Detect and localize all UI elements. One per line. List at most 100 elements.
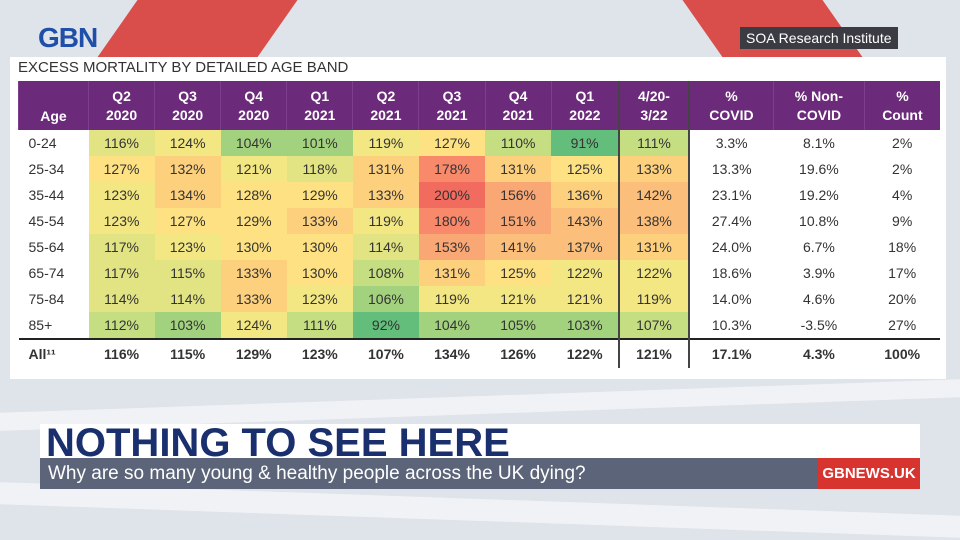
header-line: 2020: [105, 106, 138, 123]
excess-mortality-cell: 110%: [485, 130, 552, 156]
excess-mortality-cell: 107%: [619, 312, 690, 339]
header-line: Q4: [244, 87, 264, 104]
header-line: % Non-: [794, 87, 844, 104]
header-line: 4/20-: [638, 87, 670, 104]
excess-mortality-cell: 130%: [220, 234, 287, 260]
excess-mortality-cell: 141%: [485, 234, 552, 260]
excess-mortality-cell: 123%: [286, 338, 353, 368]
gbnews-logo: GBN: [38, 22, 98, 54]
header-line: Q2: [112, 87, 131, 104]
excess-mortality-cell: 111%: [619, 130, 690, 156]
table-title: EXCESS MORTALITY BY DETAILED AGE BAND: [18, 59, 349, 76]
column-header: 4/20- 3/22: [618, 81, 690, 130]
source-label: SOA Research Institute: [740, 27, 898, 49]
age-band-cell: 75-84: [28, 291, 65, 307]
percentage-cell: 17.1%: [688, 338, 774, 368]
excess-mortality-cell: 114%: [352, 234, 419, 260]
column-header: Q1 2022: [550, 81, 621, 130]
excess-mortality-cell: 108%: [352, 260, 419, 286]
excess-mortality-cell: 129%: [286, 182, 353, 208]
excess-mortality-cell: 129%: [220, 208, 287, 234]
excess-mortality-cell: 131%: [418, 260, 486, 286]
excess-mortality-cell: 128%: [220, 182, 287, 208]
excess-mortality-cell: 114%: [88, 286, 155, 312]
age-band-cell: 65-74: [28, 265, 65, 281]
age-band-cell: 25-34: [28, 161, 65, 177]
excess-mortality-cell: 133%: [220, 260, 287, 286]
header-line: 3/22: [640, 106, 668, 123]
excess-mortality-cell: 107%: [352, 338, 419, 368]
excess-mortality-cell: 121%: [551, 286, 621, 312]
excess-mortality-cell: 111%: [286, 312, 353, 339]
header-line: 2021: [436, 106, 468, 123]
excess-mortality-cell: 91%: [551, 130, 621, 156]
excess-mortality-cell: 127%: [154, 208, 221, 234]
percentage-cell: 9%: [892, 213, 913, 229]
excess-mortality-cell: 106%: [352, 286, 419, 312]
excess-mortality-cell: 133%: [619, 156, 690, 182]
percentage-cell: 2%: [892, 161, 913, 177]
excess-mortality-cell: 153%: [418, 234, 486, 260]
excess-mortality-cell: 138%: [619, 208, 690, 234]
excess-mortality-cell: 121%: [220, 156, 287, 182]
excess-mortality-cell: 137%: [551, 234, 621, 260]
excess-mortality-cell: 104%: [220, 130, 287, 156]
excess-mortality-cell: 151%: [485, 208, 552, 234]
excess-mortality-cell: 115%: [154, 260, 221, 286]
excess-mortality-cell: 92%: [352, 312, 419, 339]
header-line: Q1: [575, 87, 595, 104]
excess-mortality-cell: 101%: [286, 130, 353, 156]
header-line: 2021: [370, 106, 402, 123]
percentage-cell: 10.8%: [799, 213, 839, 229]
excess-mortality-cell: 122%: [551, 260, 621, 286]
header-line: Q4: [508, 87, 528, 104]
excess-mortality-cell: 118%: [286, 156, 353, 182]
excess-mortality-cell: 178%: [418, 156, 486, 182]
column-header: Q2 2020: [87, 81, 155, 130]
excess-mortality-cell: 121%: [485, 286, 552, 312]
age-band-cell: 55-64: [28, 239, 65, 255]
percentage-cell: 19.2%: [799, 187, 839, 203]
excess-mortality-cell: 117%: [88, 260, 155, 286]
column-header: % COVID: [688, 81, 774, 130]
percentage-cell: 23.1%: [711, 187, 752, 203]
excess-mortality-cell: 131%: [352, 156, 419, 182]
mortality-table-panel: EXCESS MORTALITY BY DETAILED AGE BAND Ag…: [10, 57, 946, 379]
excess-mortality-cell: 134%: [418, 338, 486, 368]
excess-mortality-table: Age Q2 2020 Q3 2020 Q4 2020 Q1 2021 Q2 2021 Q3 2021 Q…: [18, 81, 940, 368]
column-header: Q3 2021: [418, 81, 486, 130]
percentage-cell: 27%: [888, 317, 917, 333]
excess-mortality-cell: 115%: [154, 338, 221, 368]
percentage-cell: -3.5%: [800, 317, 838, 333]
excess-mortality-cell: 123%: [286, 286, 353, 312]
excess-mortality-cell: 200%: [418, 182, 486, 208]
excess-mortality-cell: 123%: [88, 182, 155, 208]
excess-mortality-cell: 125%: [485, 260, 552, 286]
excess-mortality-cell: 112%: [88, 312, 155, 339]
excess-mortality-cell: 114%: [154, 286, 221, 312]
logo-text: GBN: [38, 22, 98, 53]
header-line: Q3: [178, 87, 197, 104]
age-band-cell: 35-44: [28, 187, 65, 203]
excess-mortality-cell: 134%: [154, 182, 221, 208]
percentage-cell: 18.6%: [711, 265, 752, 281]
percentage-cell: 27.4%: [711, 213, 752, 229]
excess-mortality-cell: 126%: [485, 338, 552, 368]
excess-mortality-cell: 133%: [352, 182, 419, 208]
table-row: 65-74 117% 115% 133% 130% 108% 131% 125% 122% 122…: [19, 260, 941, 286]
excess-mortality-cell: 116%: [88, 338, 155, 368]
excess-mortality-cell: 124%: [154, 130, 221, 156]
excess-mortality-cell: 104%: [418, 312, 486, 339]
percentage-cell: 24.0%: [711, 239, 752, 255]
excess-mortality-cell: 136%: [551, 182, 621, 208]
table-row: 0-24 116% 124% 104% 101% 119% 127% 110% 91% 111% 3…: [19, 130, 941, 156]
header-line: %: [896, 87, 909, 104]
table-row: 75-84 114% 114% 133% 123% 106% 119% 121% 121% 119…: [19, 286, 941, 312]
header-line: Q1: [310, 87, 330, 104]
excess-mortality-cell: 117%: [88, 234, 155, 260]
bg-stripe: [0, 480, 960, 540]
excess-mortality-cell: 130%: [286, 260, 353, 286]
table-row: 85+ 112% 103% 124% 111% 92% 104% 105% 103% 107% 10…: [19, 312, 941, 339]
percentage-cell: 100%: [864, 338, 940, 368]
percentage-cell: 4.6%: [802, 291, 835, 307]
